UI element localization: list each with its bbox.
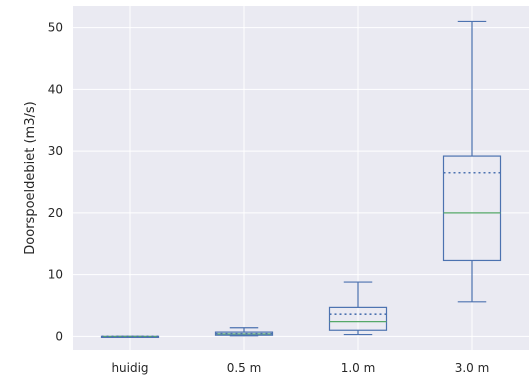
y-tick-label: 10 xyxy=(48,268,63,282)
y-tick-label: 20 xyxy=(48,206,63,220)
x-tick-label: 0.5 m xyxy=(227,361,262,375)
box-iqr xyxy=(328,306,388,331)
box-1-0-m xyxy=(328,281,388,336)
box-iqr xyxy=(442,155,502,262)
box-0-5-m xyxy=(214,327,274,337)
box-3-0-m xyxy=(442,20,502,303)
boxes xyxy=(100,20,502,339)
box-huidig xyxy=(100,335,160,339)
y-tick-label: 30 xyxy=(48,144,63,158)
y-tick-label: 40 xyxy=(48,82,63,96)
y-tick-label: 0 xyxy=(55,329,63,343)
y-tick-label: 50 xyxy=(48,21,63,35)
plot-background xyxy=(73,6,529,350)
x-tick-label: 1.0 m xyxy=(341,361,376,375)
y-tick-labels: 0 10 20 30 40 50 xyxy=(48,21,63,344)
x-tick-labels: huidig 0.5 m 1.0 m 3.0 m xyxy=(111,361,489,375)
y-axis-label: Doorspoeldebiet (m3/s) xyxy=(23,101,38,254)
x-tick-label: 3.0 m xyxy=(455,361,490,375)
x-tick-label: huidig xyxy=(111,361,148,375)
